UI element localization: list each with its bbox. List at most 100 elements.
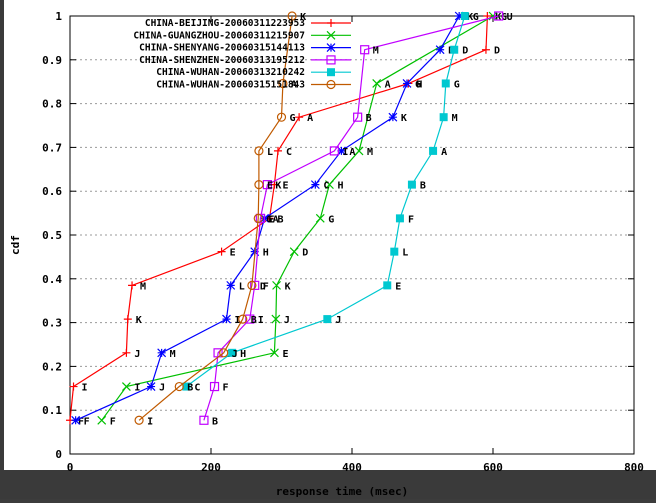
series-line — [185, 15, 466, 387]
filled-square-marker — [182, 382, 191, 391]
point-label: A — [307, 113, 313, 124]
point-label: B — [212, 416, 218, 427]
point-label: G — [454, 79, 460, 90]
filled-square-marker — [429, 146, 438, 155]
point-label: J — [335, 315, 341, 326]
point-label: B — [187, 383, 193, 394]
x-marker — [354, 146, 364, 156]
point-label: L — [239, 281, 245, 292]
filled-square-marker — [395, 214, 404, 223]
point-label: A — [441, 147, 447, 158]
plus-marker — [481, 45, 490, 54]
point-label: A — [385, 79, 391, 90]
x-tick-label: 200 — [201, 461, 221, 474]
y-tick-label: 0.5 — [42, 229, 62, 242]
point-label: B — [366, 113, 372, 124]
point-label: M — [452, 113, 458, 124]
point-label: K — [285, 281, 291, 292]
square-marker — [494, 11, 504, 21]
star-marker — [337, 146, 346, 156]
legend-label: CHINA-SHENYANG-20060315144113 — [139, 43, 305, 54]
point-label: E — [282, 349, 288, 360]
filled-square-marker — [323, 315, 332, 324]
circle-marker — [276, 112, 287, 122]
point-label: K — [275, 181, 281, 192]
circle-marker — [174, 381, 184, 392]
point-label: A — [291, 79, 297, 90]
circle-marker — [278, 78, 288, 89]
point-label: H — [240, 349, 246, 360]
y-axis-label: cdf — [9, 235, 22, 255]
filled-square-marker — [450, 45, 459, 54]
y-tick-label: 0.2 — [42, 360, 62, 373]
point-label: E — [267, 181, 273, 192]
filled-square-marker — [383, 281, 392, 290]
y-tick-label: 0.6 — [42, 185, 62, 198]
point-label: B — [251, 315, 257, 326]
point-label: G — [266, 214, 272, 225]
x-marker — [121, 382, 131, 391]
point-label: C — [286, 147, 292, 158]
point-label: J — [284, 315, 290, 326]
square-marker — [360, 45, 370, 55]
y-tick-label: 0.9 — [42, 54, 62, 67]
point-label: C — [323, 181, 329, 192]
square-marker — [329, 146, 339, 156]
plus-marker — [128, 281, 137, 290]
y-tick-label: 0.7 — [42, 141, 62, 154]
legend-label: CHINA-BEIJING-20060311223953 — [145, 18, 305, 29]
circle-marker — [219, 348, 229, 358]
x-marker — [97, 415, 107, 425]
x-axis-label: response time (msec) — [276, 485, 408, 498]
x-marker — [272, 280, 281, 290]
point-label: K — [136, 315, 142, 326]
point-label: F — [223, 383, 229, 394]
point-label: I — [147, 416, 153, 427]
x-marker — [315, 213, 325, 223]
legend-label: CHINA-GUANGZHOU-20060311215907 — [133, 30, 305, 41]
filled-square-marker — [327, 68, 335, 77]
x-marker — [271, 314, 281, 324]
filled-square-marker — [441, 79, 450, 88]
y-tick-label: 0.4 — [42, 273, 62, 286]
point-label: D — [494, 46, 500, 57]
circle-marker — [134, 415, 144, 425]
circle-marker — [254, 146, 264, 156]
star-marker — [388, 112, 398, 122]
circle-marker — [238, 314, 248, 324]
plus-marker — [327, 19, 335, 27]
x-marker — [325, 180, 334, 190]
point-label: H — [263, 248, 269, 259]
point-label: M — [367, 147, 373, 158]
point-label: H — [416, 79, 422, 90]
point-label: D — [302, 248, 308, 259]
point-label: H — [337, 181, 343, 192]
star-marker — [435, 45, 445, 55]
point-label: B — [420, 181, 426, 192]
y-tick-label: 0.3 — [42, 317, 62, 330]
plot-border — [69, 15, 635, 455]
point-label: K — [495, 12, 501, 23]
plus-marker — [69, 382, 78, 391]
point-label: E — [230, 248, 236, 259]
x-marker — [289, 247, 299, 257]
point-label: K — [467, 12, 473, 23]
circle-marker — [247, 280, 257, 290]
legend-label: CHINA-WUHAN-20060315151843 — [156, 80, 305, 91]
point-label: A — [349, 147, 355, 158]
plus-marker — [273, 146, 282, 155]
point-label: D — [462, 46, 468, 57]
x-marker — [270, 348, 279, 358]
point-label: M — [170, 349, 176, 360]
star-marker — [454, 11, 464, 21]
point-label: G — [290, 113, 296, 124]
filled-square-marker — [460, 12, 469, 20]
square-marker — [353, 112, 363, 122]
point-label: F — [78, 416, 84, 427]
filled-square-marker — [407, 180, 416, 189]
x-marker — [326, 30, 336, 40]
